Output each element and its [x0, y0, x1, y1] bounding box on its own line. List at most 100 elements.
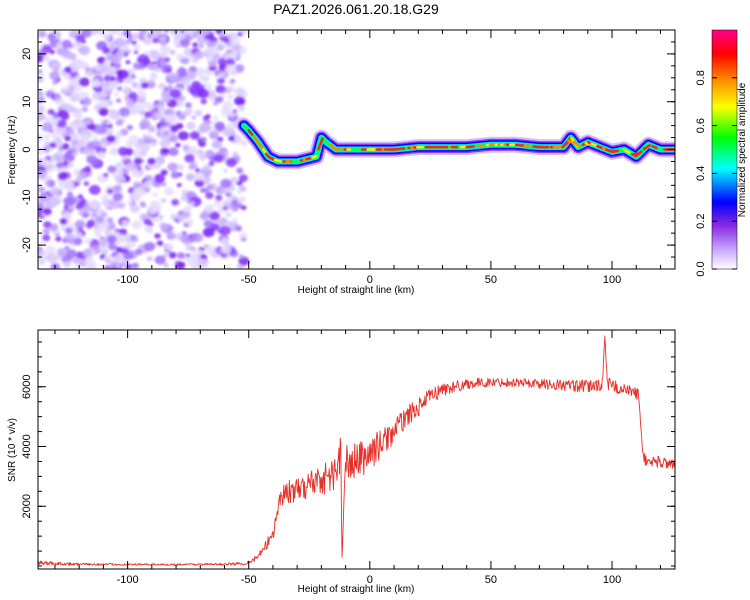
noise-blob [146, 256, 153, 262]
noise-blob [107, 165, 117, 174]
noise-blob [125, 263, 133, 269]
noise-blob [177, 163, 184, 169]
noise-blob [49, 187, 61, 196]
noise-blob [180, 234, 192, 244]
noise-blob [214, 121, 225, 131]
noise-blob [162, 253, 168, 258]
noise-blob [65, 227, 73, 235]
noise-blob [185, 219, 194, 226]
noise-blob [38, 54, 45, 63]
noise-blob [100, 143, 107, 149]
noise-blob [96, 125, 108, 135]
noise-blob [84, 238, 92, 245]
x-tick-label: 100 [603, 274, 621, 286]
noise-blob [217, 74, 223, 79]
noise-blob [159, 60, 167, 67]
noise-blob [194, 178, 205, 187]
noise-blob [157, 84, 164, 90]
noise-blob [61, 70, 66, 74]
noise-blob [63, 196, 75, 207]
noise-blob [156, 240, 164, 247]
noise-blob [237, 104, 246, 111]
noise-blob [233, 86, 245, 96]
y-tick-label: 6000 [21, 375, 33, 399]
ridge-hot-segment [572, 140, 581, 148]
ridge-hot-segment [273, 158, 282, 163]
noise-blob [132, 32, 141, 40]
noise-blob [125, 37, 134, 44]
noise-blob [84, 66, 91, 72]
noise-blob [191, 115, 197, 120]
noise-blob [105, 130, 113, 137]
noise-blob [78, 77, 90, 87]
noise-blob [199, 122, 211, 133]
noise-blob [219, 225, 231, 236]
noise-blob [103, 172, 109, 178]
noise-blob [175, 142, 181, 148]
noise-blob [74, 219, 86, 229]
noise-blob [159, 45, 172, 55]
noise-blob [86, 123, 96, 131]
noise-blob [106, 134, 116, 143]
x-tick-label: 50 [485, 274, 497, 286]
noise-blob [197, 149, 203, 154]
noise-blob [104, 201, 113, 209]
noise-blob [123, 113, 128, 118]
noise-blob [140, 202, 147, 208]
noise-blob [61, 39, 72, 49]
noise-blob [66, 249, 77, 258]
noise-blob [38, 30, 47, 38]
noise-blob [205, 46, 217, 56]
noise-blob [56, 162, 64, 169]
noise-blob [163, 96, 171, 103]
noise-blob [43, 207, 52, 216]
noise-blob [47, 109, 55, 115]
noise-blob [180, 76, 191, 86]
noise-blob [233, 96, 246, 106]
noise-blob [218, 217, 228, 225]
noise-blob [209, 211, 220, 221]
noise-blob [96, 216, 105, 223]
colorbar-tick-label: 0.6 [695, 118, 707, 133]
noise-blob [64, 245, 70, 251]
noise-blob [61, 49, 72, 58]
noise-blob [220, 245, 232, 255]
noise-blob [215, 30, 223, 34]
noise-blob [40, 158, 50, 167]
noise-blob [47, 167, 54, 173]
x-tick-label: 50 [485, 574, 497, 586]
noise-blob [129, 204, 140, 213]
snr-line [38, 335, 675, 566]
noise-blob [60, 112, 70, 121]
colorbar: 0.0 0.2 0.4 0.6 0.8 Normalized spectral ampl… [695, 29, 748, 277]
noise-blob [164, 57, 171, 63]
noise-blob [175, 262, 185, 269]
noise-blob [109, 45, 116, 51]
noise-blob [109, 147, 120, 156]
noise-blob [51, 131, 61, 139]
colorbar-axis: 0.0 0.2 0.4 0.6 0.8 [695, 70, 737, 277]
noise-blob [185, 102, 192, 108]
noise-blob [106, 52, 112, 57]
noise-blob [218, 63, 228, 71]
noise-blob [133, 50, 139, 55]
noise-blob [198, 75, 208, 83]
noise-blob [190, 201, 195, 206]
noise-blob [111, 55, 122, 64]
noise-blob [101, 92, 108, 99]
noise-blob [206, 40, 216, 48]
x-tick-label: -50 [241, 574, 257, 586]
noise-blob [85, 63, 90, 68]
noise-blob [188, 164, 195, 170]
noise-blob [119, 128, 129, 136]
noise-blob [115, 263, 121, 268]
noise-blob [147, 81, 156, 89]
noise-blob [101, 81, 113, 91]
noise-blob [208, 95, 213, 100]
noise-blobs [38, 30, 250, 269]
noise-blob [186, 121, 196, 130]
noise-blob [81, 106, 89, 113]
noise-blob [38, 105, 46, 113]
noise-blob [138, 35, 146, 41]
